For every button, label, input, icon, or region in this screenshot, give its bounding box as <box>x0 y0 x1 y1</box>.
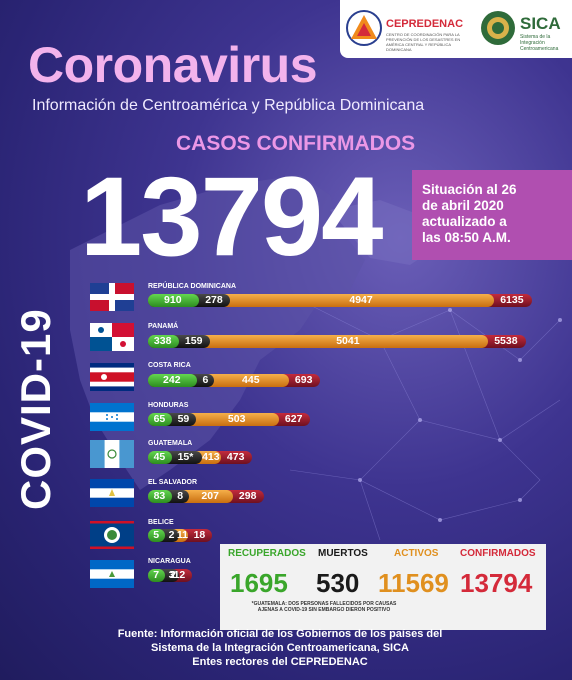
bar-label-recovered: 5 <box>153 529 160 541</box>
totals-value-deaths: 530 <box>316 568 360 598</box>
bar-label-deaths: 6 <box>202 374 209 386</box>
country-name-guatemala: GUATEMALA <box>148 440 193 447</box>
bar-segment-active <box>148 335 488 348</box>
bar-label-active: 503 <box>227 413 246 425</box>
bar-segment-active <box>148 294 494 307</box>
totals-header-active: ACTIVOS <box>394 548 439 559</box>
bar-label-deaths: 159 <box>184 335 203 347</box>
dominican-republic-flag-icon <box>90 283 134 311</box>
source-line-1: Fuente: Información oficial de los Gobie… <box>117 628 443 640</box>
bar-segment-recovered <box>148 569 165 582</box>
country-bar-honduras: 65 59 503 627 <box>148 413 310 426</box>
country-bar-dominican-republic: 910 278 4947 6135 <box>148 294 532 307</box>
confirmed-cases-label: CASOS CONFIRMADOS <box>176 132 416 155</box>
bar-label-confirmed: 298 <box>238 490 257 502</box>
page-subtitle: Información de Centroamérica y República… <box>32 97 425 114</box>
bar-label-confirmed: 6135 <box>500 294 524 306</box>
bar-label-active: 4947 <box>349 294 373 306</box>
totals-panel: RECUPERADOS MUERTOS ACTIVOS CONFIRMADOS … <box>220 544 546 630</box>
bar-label-deaths: 2 <box>168 529 175 541</box>
bar-label-deaths: 3 <box>168 569 175 581</box>
bar-label-confirmed: 5538 <box>494 335 518 347</box>
source-credit: Fuente: Información oficial de los Gobie… <box>90 627 470 669</box>
bar-segment-recovered <box>148 335 179 348</box>
country-name-nicaragua: NICARAGUA <box>148 558 191 565</box>
guatemala-flag-icon <box>90 440 134 468</box>
source-line-3: Entes rectores del CEPREDENAC <box>192 656 368 668</box>
bar-label-recovered: 338 <box>153 335 172 347</box>
bar-label-active: 445 <box>242 374 260 386</box>
bar-segment-recovered <box>148 451 172 464</box>
bar-label-recovered: 910 <box>164 294 182 306</box>
bar-segment-recovered <box>148 490 172 503</box>
situation-line-3: actualizado a <box>422 214 507 229</box>
country-name-honduras: HONDURAS <box>148 402 189 409</box>
country-bar-costa-rica: 242 6 445 693 <box>148 374 320 387</box>
logos-panel: CEPREDENAC CENTRO DE COORDINACIÓN PARA L… <box>340 0 572 58</box>
bar-label-deaths: 8 <box>177 490 184 502</box>
country-name-costa-rica: COSTA RICA <box>148 362 191 369</box>
situation-line-4: las 08:50 A.M. <box>422 230 511 245</box>
bar-segment-recovered <box>148 374 198 387</box>
guatemala-footnote: *GUATEMALA: DOS PERSONAS FALLECIDOS POR … <box>251 601 397 613</box>
totals-value-confirmed: 13794 <box>460 568 533 598</box>
bar-label-confirmed: 12 <box>173 569 186 581</box>
covid-19-vertical-label: COVID-19 <box>12 308 59 510</box>
bar-label-confirmed: 627 <box>284 413 303 425</box>
totals-header-recovered: RECUPERADOS <box>228 548 306 559</box>
country-bar-el-salvador: 83 8 207 298 <box>148 490 264 503</box>
country-name-panama: PANAMÁ <box>148 323 179 330</box>
situation-line-1: Situación al 26 <box>422 182 517 197</box>
totals-header-confirmed: CONFIRMADOS <box>460 548 536 559</box>
nicaragua-flag-icon <box>90 560 134 588</box>
bar-label-active: 413 <box>202 451 220 463</box>
belize-flag-icon <box>90 521 134 549</box>
bar-label-recovered: 83 <box>153 490 166 502</box>
bar-label-recovered: 7 <box>153 569 160 581</box>
costa-rica-flag-icon <box>90 363 134 391</box>
country-bar-nicaragua: 7 3 2 12 <box>148 569 192 582</box>
country-bar-belize: 5 2 11 18 <box>148 529 212 542</box>
el-salvador-flag-icon <box>90 479 134 507</box>
bar-label-recovered: 65 <box>153 413 166 425</box>
bar-label-confirmed: 693 <box>294 374 313 386</box>
bar-label-confirmed: 18 <box>193 529 206 541</box>
bar-label-recovered: 242 <box>163 374 181 386</box>
country-name-belize: BELICE <box>148 519 174 526</box>
totals-value-active: 11569 <box>378 568 449 598</box>
total-cases-number: 13794 <box>80 154 383 279</box>
bar-label-recovered: 45 <box>153 451 166 463</box>
bar-label-active: 11 <box>176 529 188 541</box>
bar-label-deaths: 278 <box>205 294 223 306</box>
country-bar-guatemala: 45 15* 413 473 <box>148 451 252 464</box>
cepredenac-subtitle: CENTRO DE COORDINACIÓN PARA LA PREVENCIÓ… <box>386 32 461 52</box>
bar-label-active: 2 <box>170 569 176 581</box>
panama-flag-icon <box>90 323 134 351</box>
country-bar-panama: 338 159 5041 5538 <box>148 335 526 348</box>
country-name-dominican-republic: REPÚBLICA DOMINICANA <box>148 283 237 290</box>
bar-segment-recovered <box>148 529 165 542</box>
bar-label-deaths: 15* <box>177 451 194 463</box>
bar-label-deaths: 59 <box>177 413 190 425</box>
sica-logo-icon <box>481 11 515 45</box>
source-line-2: Sistema de la Integración Centroamerican… <box>151 642 409 654</box>
totals-value-recovered: 1695 <box>230 568 288 598</box>
bar-label-confirmed: 473 <box>226 451 245 463</box>
page-title: Coronavirus <box>28 37 318 93</box>
cepredenac-name: CEPREDENAC <box>386 18 464 30</box>
sica-name: SICA <box>520 14 561 33</box>
honduras-flag-icon <box>90 403 134 431</box>
bar-segment-recovered <box>148 413 172 426</box>
bar-label-active: 207 <box>201 490 219 502</box>
cepredenac-logo-icon <box>346 10 382 46</box>
sica-subtitle: Sistema de la Integración Centroamerican… <box>520 34 559 52</box>
bar-segment-recovered <box>148 294 200 307</box>
country-name-el-salvador: EL SALVADOR <box>148 479 198 486</box>
bar-label-active: 5041 <box>336 335 360 347</box>
situation-line-2: de abril 2020 <box>422 198 504 213</box>
situation-box: Situación al 26 de abril 2020 actualizad… <box>412 170 572 260</box>
totals-header-deaths: MUERTOS <box>318 548 368 559</box>
